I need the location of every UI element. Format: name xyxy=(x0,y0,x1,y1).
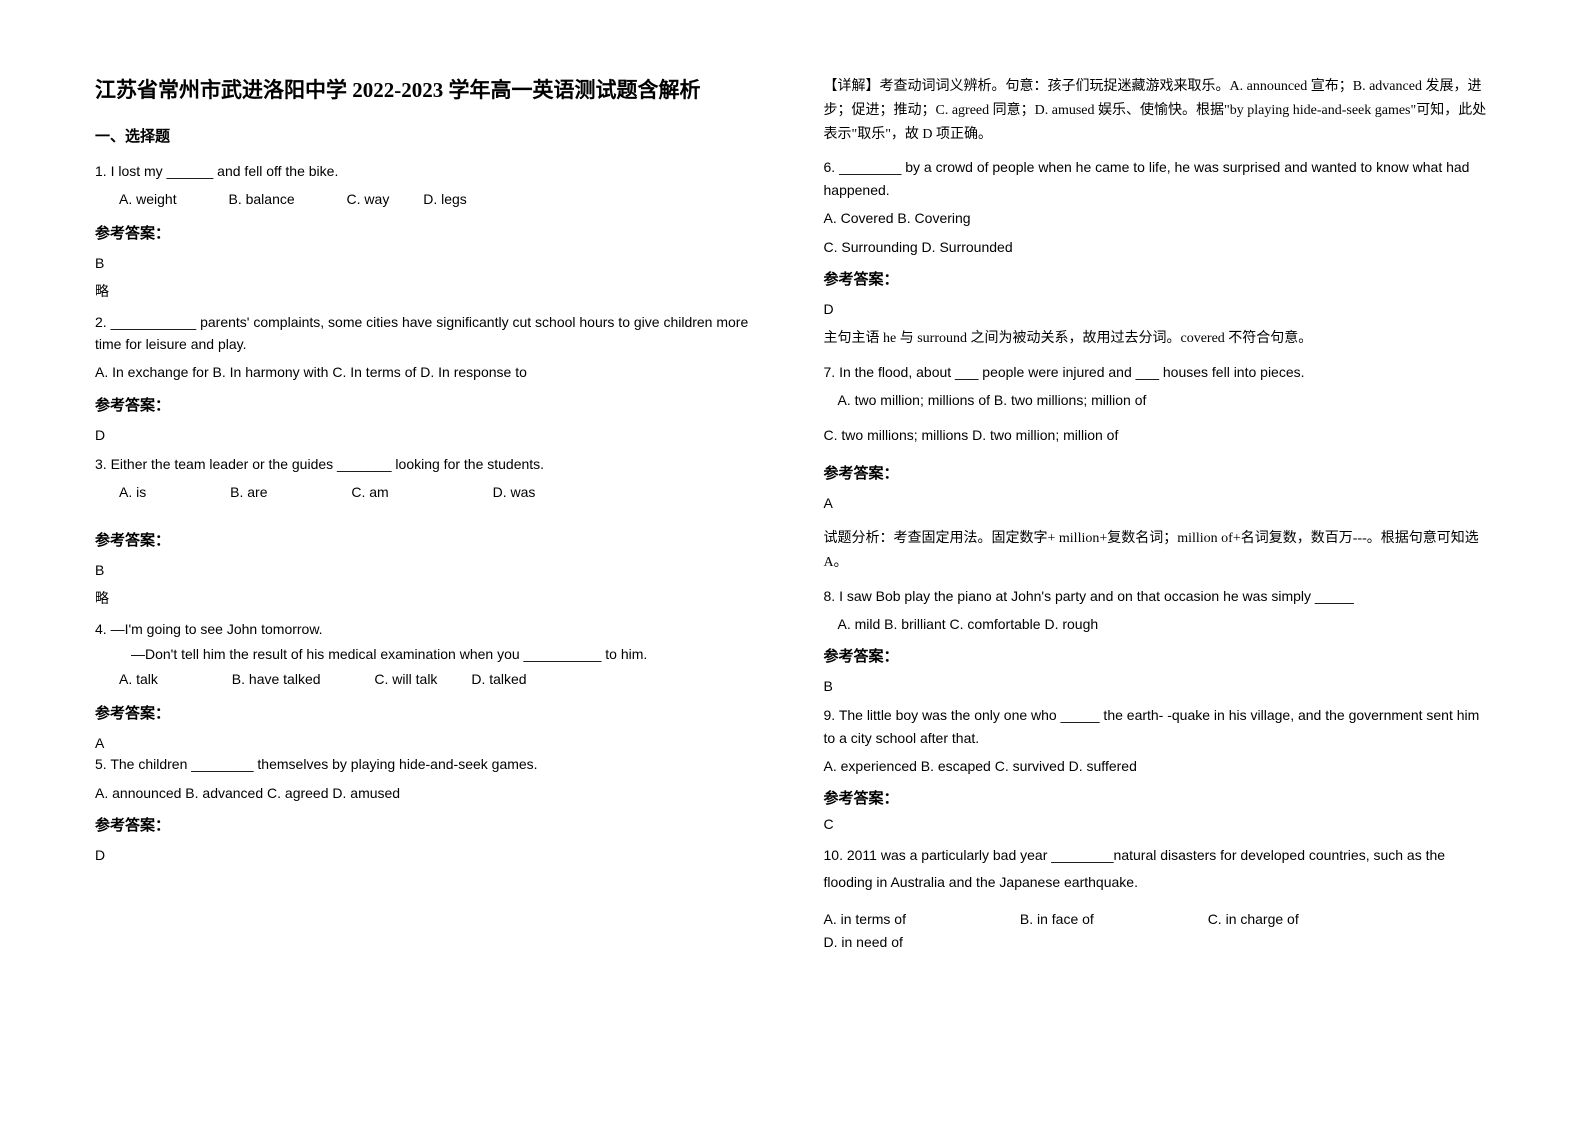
q10-opt-b: B. in face of xyxy=(1020,908,1094,932)
q1-options: A. weight B. balance C. way D. legs xyxy=(95,188,764,212)
q7-options-1: A. two million; millions of B. two milli… xyxy=(824,389,1493,411)
q4-opt-c: C. will talk xyxy=(374,668,437,692)
q3-answer-label: 参考答案： xyxy=(95,529,764,550)
q9-answer-label: 参考答案： xyxy=(824,787,1493,808)
q3-opt-c: C. am xyxy=(351,481,388,505)
q4-line2: —Don't tell him the result of his medica… xyxy=(95,646,764,662)
q1-opt-c: C. way xyxy=(347,188,390,212)
document-title: 江苏省常州市武进洛阳中学 2022-2023 学年高一英语测试题含解析 xyxy=(95,75,764,107)
q3-note: 略 xyxy=(95,588,764,608)
q6-answer-label: 参考答案： xyxy=(824,268,1493,289)
q10-text: 10. 2011 was a particularly bad year ___… xyxy=(824,842,1493,895)
q2-answer: D xyxy=(95,427,764,443)
q7-text: 7. In the flood, about ___ people were i… xyxy=(824,361,1493,383)
q3-answer: B xyxy=(95,562,764,578)
q8-answer-label: 参考答案： xyxy=(824,645,1493,666)
q6-options-1: A. Covered B. Covering xyxy=(824,207,1493,229)
q8-text: 8. I saw Bob play the piano at John's pa… xyxy=(824,585,1493,607)
q6-explanation: 主句主语 he 与 surround 之间为被动关系，故用过去分词。covere… xyxy=(824,327,1493,351)
q4-opt-b: B. have talked xyxy=(232,668,321,692)
q10-options: A. in terms of B. in face of C. in charg… xyxy=(824,908,1493,956)
q3-opt-b: B. are xyxy=(230,481,267,505)
q10-opt-c: C. in charge of xyxy=(1208,908,1299,932)
q4-line1: 4. —I'm going to see John tomorrow. xyxy=(95,618,764,640)
q1-answer: B xyxy=(95,255,764,271)
q5-explanation: 【详解】考查动词词义辨析。句意：孩子们玩捉迷藏游戏来取乐。A. announce… xyxy=(824,75,1493,146)
q5-answer: D xyxy=(95,847,764,863)
q6-answer: D xyxy=(824,301,1493,317)
q6-options-2: C. Surrounding D. Surrounded xyxy=(824,236,1493,258)
q1-text: 1. I lost my ______ and fell off the bik… xyxy=(95,160,764,182)
q1-note: 略 xyxy=(95,281,764,301)
q4-opt-d: D. talked xyxy=(471,668,526,692)
q8-options: A. mild B. brilliant C. comfortable D. r… xyxy=(824,613,1493,635)
q7-options-2: C. two millions; millions D. two million… xyxy=(824,424,1493,446)
q10-opt-d: D. in need of xyxy=(824,931,903,955)
q1-opt-d: D. legs xyxy=(423,188,467,212)
q7-explanation: 试题分析：考查固定用法。固定数字+ million+复数名词；million o… xyxy=(824,527,1493,575)
q3-options: A. is B. are C. am D. was xyxy=(95,481,764,505)
section-heading: 一、选择题 xyxy=(95,125,764,146)
q7-answer-label: 参考答案： xyxy=(824,462,1493,483)
q4-answer-label: 参考答案： xyxy=(95,702,764,723)
q2-text: 2. ___________ parents' complaints, some… xyxy=(95,311,764,356)
q3-opt-d: D. was xyxy=(493,481,536,505)
q2-options: A. In exchange for B. In harmony with C.… xyxy=(95,361,764,383)
q1-answer-label: 参考答案： xyxy=(95,222,764,243)
q2-answer-label: 参考答案： xyxy=(95,394,764,415)
q3-opt-a: A. is xyxy=(119,481,146,505)
q4-answer: A xyxy=(95,735,764,751)
left-column: 江苏省常州市武进洛阳中学 2022-2023 学年高一英语测试题含解析 一、选择… xyxy=(95,75,764,1047)
q1-opt-a: A. weight xyxy=(119,188,177,212)
right-column: 【详解】考查动词词义辨析。句意：孩子们玩捉迷藏游戏来取乐。A. announce… xyxy=(824,75,1493,1047)
q1-opt-b: B. balance xyxy=(228,188,294,212)
q4-options: A. talk B. have talked C. will talk D. t… xyxy=(95,668,764,692)
q3-text: 3. Either the team leader or the guides … xyxy=(95,453,764,475)
q7-answer: A xyxy=(824,495,1493,511)
q9-text: 9. The little boy was the only one who _… xyxy=(824,704,1493,749)
q5-answer-label: 参考答案： xyxy=(95,814,764,835)
q5-options: A. announced B. advanced C. agreed D. am… xyxy=(95,782,764,804)
q8-answer: B xyxy=(824,678,1493,694)
q5-text: 5. The children ________ themselves by p… xyxy=(95,753,764,775)
q9-answer: C xyxy=(824,816,1493,832)
q9-options: A. experienced B. escaped C. survived D.… xyxy=(824,755,1493,777)
q10-opt-a: A. in terms of xyxy=(824,908,906,932)
q4-opt-a: A. talk xyxy=(119,668,158,692)
q6-text: 6. ________ by a crowd of people when he… xyxy=(824,156,1493,201)
